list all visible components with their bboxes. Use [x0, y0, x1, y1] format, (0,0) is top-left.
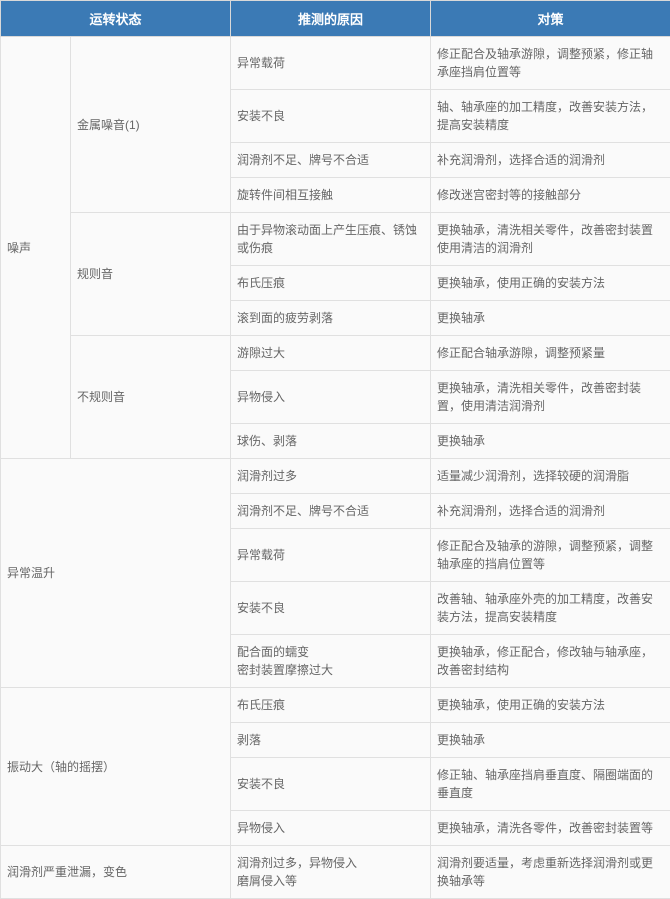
- measure-cell: 更换轴承，修正配合，修改轴与轴承座，改善密封结构: [431, 635, 670, 688]
- status-cell: 异常温升: [1, 459, 231, 688]
- status-cell: 润滑剂严重泄漏，变色: [1, 846, 231, 899]
- measure-cell: 更换轴承，清洗相关零件，改善密封装置使用清洁的润滑剂: [431, 213, 670, 266]
- measure-cell: 更换轴承: [431, 723, 670, 758]
- cause-cell: 安装不良: [231, 758, 431, 811]
- cause-cell: 异物侵入: [231, 371, 431, 424]
- cause-cell: 剥落: [231, 723, 431, 758]
- measure-cell: 更换轴承，清洗各零件，改善密封装置等: [431, 811, 670, 846]
- table-row: 润滑剂严重泄漏，变色润滑剂过多，异物侵入磨屑侵入等润滑剂要适量，考虑重新选择润滑…: [1, 846, 670, 899]
- measure-cell: 更换轴承，使用正确的安装方法: [431, 688, 670, 723]
- cause-cell: 球伤、剥落: [231, 424, 431, 459]
- measure-cell: 轴、轴承座的加工精度，改善安装方法，提高安装精度: [431, 90, 670, 143]
- measure-cell: 适量减少润滑剂，选择较硬的润滑脂: [431, 459, 670, 494]
- table-row: 不规则音游隙过大修正配合轴承游隙，调整预紧量: [1, 336, 670, 371]
- header-cause: 推测的原因: [231, 1, 431, 37]
- measure-cell: 更换轴承: [431, 424, 670, 459]
- measure-cell: 修正轴、轴承座挡肩垂直度、隔圈端面的垂直度: [431, 758, 670, 811]
- cause-cell: 安装不良: [231, 582, 431, 635]
- cause-cell: 由于异物滚动面上产生压痕、锈蚀或伤痕: [231, 213, 431, 266]
- cause-cell: 滚到面的疲劳剥落: [231, 301, 431, 336]
- table-row: 噪声金属噪音(1)异常载荷修正配合及轴承游隙，调整预紧，修正轴承座挡肩位置等: [1, 37, 670, 90]
- header-measure: 对策: [431, 1, 670, 37]
- cause-cell: 布氏压痕: [231, 688, 431, 723]
- cause-cell: 异物侵入: [231, 811, 431, 846]
- status-cell: 噪声: [1, 37, 71, 459]
- measure-cell: 更换轴承，使用正确的安装方法: [431, 266, 670, 301]
- cause-cell: 安装不良: [231, 90, 431, 143]
- measure-cell: 润滑剂要适量，考虑重新选择润滑剂或更换轴承等: [431, 846, 670, 899]
- measure-cell: 修正配合及轴承游隙，调整预紧，修正轴承座挡肩位置等: [431, 37, 670, 90]
- measure-cell: 修正配合轴承游隙，调整预紧量: [431, 336, 670, 371]
- measure-cell: 修改迷宫密封等的接触部分: [431, 178, 670, 213]
- measure-cell: 补充润滑剂，选择合适的润滑剂: [431, 143, 670, 178]
- table-row: 振动大（轴的摇摆）布氏压痕更换轴承，使用正确的安装方法: [1, 688, 670, 723]
- cause-cell: 润滑剂过多，异物侵入磨屑侵入等: [231, 846, 431, 899]
- troubleshooting-table: 运转状态 推测的原因 对策 噪声金属噪音(1)异常载荷修正配合及轴承游隙，调整预…: [0, 0, 670, 899]
- measure-cell: 修正配合及轴承的游隙，调整预紧，调整轴承座的挡肩位置等: [431, 529, 670, 582]
- measure-cell: 更换轴承，清洗相关零件，改善密封装置，使用清洁润滑剂: [431, 371, 670, 424]
- measure-cell: 更换轴承: [431, 301, 670, 336]
- cause-cell: 异常载荷: [231, 37, 431, 90]
- measure-cell: 补充润滑剂，选择合适的润滑剂: [431, 494, 670, 529]
- cause-cell: 异常载荷: [231, 529, 431, 582]
- measure-cell: 改善轴、轴承座外壳的加工精度，改善安装方法，提高安装精度: [431, 582, 670, 635]
- cause-cell: 润滑剂不足、牌号不合适: [231, 494, 431, 529]
- substatus-cell: 规则音: [71, 213, 231, 336]
- substatus-cell: 不规则音: [71, 336, 231, 459]
- status-cell: 振动大（轴的摇摆）: [1, 688, 231, 846]
- header-status: 运转状态: [1, 1, 231, 37]
- cause-cell: 游隙过大: [231, 336, 431, 371]
- table-row: 异常温升润滑剂过多适量减少润滑剂，选择较硬的润滑脂: [1, 459, 670, 494]
- table-row: 规则音由于异物滚动面上产生压痕、锈蚀或伤痕更换轴承，清洗相关零件，改善密封装置使…: [1, 213, 670, 266]
- substatus-cell: 金属噪音(1): [71, 37, 231, 213]
- cause-cell: 配合面的蠕变密封装置摩擦过大: [231, 635, 431, 688]
- cause-cell: 布氏压痕: [231, 266, 431, 301]
- cause-cell: 润滑剂不足、牌号不合适: [231, 143, 431, 178]
- cause-cell: 润滑剂过多: [231, 459, 431, 494]
- cause-cell: 旋转件间相互接触: [231, 178, 431, 213]
- table-body: 噪声金属噪音(1)异常载荷修正配合及轴承游隙，调整预紧，修正轴承座挡肩位置等安装…: [1, 37, 670, 899]
